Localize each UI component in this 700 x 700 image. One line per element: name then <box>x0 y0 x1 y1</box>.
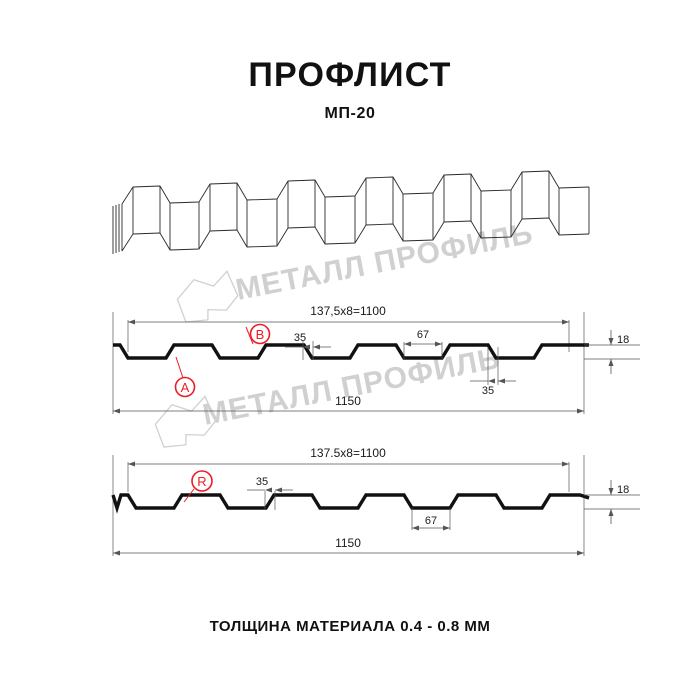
dimension-valley-67: 67 <box>403 329 443 360</box>
dimension-height-18: 18 <box>584 480 640 524</box>
profile-outline-1 <box>113 343 589 360</box>
marker-b-label: B <box>256 327 265 342</box>
dimension-top: 137.5x8=1100 <box>128 446 569 467</box>
dimension-67-label: 67 <box>417 329 429 341</box>
marker-a-label: A <box>181 380 190 395</box>
page-title: ПРОФЛИСТ <box>248 56 452 94</box>
dimension-valley-67: 67 <box>411 508 451 531</box>
dimension-67-label: 67 <box>425 515 437 527</box>
page-subtitle: МП-20 <box>324 105 376 122</box>
material-thickness-note: ТОЛЩИНА МАТЕРИАЛА 0.4 - 0.8 ММ <box>209 618 491 635</box>
cross-section-2: 137.5x8=1100 1150 35 <box>111 446 640 556</box>
marker-a[interactable]: A <box>174 356 196 398</box>
dimension-35-label: 35 <box>256 476 268 488</box>
marker-r[interactable]: R <box>183 470 213 503</box>
extension-lines <box>112 455 585 556</box>
watermark-logo <box>176 270 239 323</box>
dimension-bottom-label: 1150 <box>335 536 361 550</box>
watermark-logo <box>154 395 217 448</box>
dimension-top-label: 137,5x8=1100 <box>310 304 386 318</box>
dimension-bottom-label: 1150 <box>335 394 361 408</box>
watermark-text: МЕТАЛЛ ПРОФИЛЬ <box>233 217 536 307</box>
dimension-top-label: 137.5x8=1100 <box>310 446 386 460</box>
dimension-height-18: 18 <box>584 330 640 374</box>
marker-r-label: R <box>197 474 206 489</box>
dimension-35-label: 35 <box>294 332 306 344</box>
dimension-rib-top-35: 35 <box>285 332 331 360</box>
marker-b[interactable]: B <box>245 323 271 345</box>
dimension-top: 137,5x8=1100 <box>128 304 569 325</box>
dimension-bottom: 1150 <box>113 536 584 556</box>
dimension-18-label: 18 <box>617 484 629 496</box>
dimension-rib-bottom-35: 35 <box>470 347 516 397</box>
dimension-18-label: 18 <box>617 334 629 346</box>
profile-outline-2 <box>111 493 590 514</box>
cross-section-1: 137,5x8=1100 1150 35 <box>112 304 640 414</box>
dimension-35-label: 35 <box>482 385 494 397</box>
isometric-corrugated-sheet <box>112 170 590 254</box>
dimension-bottom: 1150 <box>113 394 584 414</box>
dimension-rib-top-35: 35 <box>247 476 293 510</box>
